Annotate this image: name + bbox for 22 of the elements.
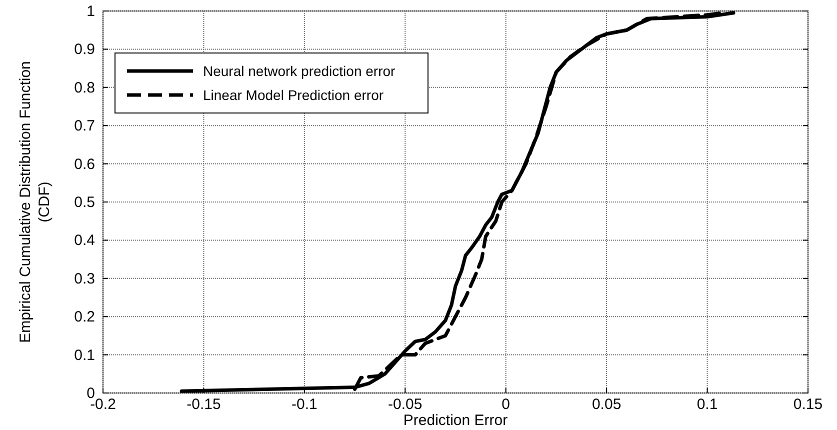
y-tick-label: 0.5 <box>74 194 95 211</box>
x-axis-title: Prediction Error <box>403 412 508 429</box>
y-tick-label: 0.8 <box>74 79 95 96</box>
legend-label: Neural network prediction error <box>203 63 396 79</box>
y-tick-label: 1 <box>86 3 95 20</box>
y-tick-label: 0.9 <box>74 41 95 58</box>
y-axis-title: Empirical Cumulative Distribution Function (CDF) <box>17 61 53 343</box>
x-tick-label: 0 <box>502 396 510 413</box>
x-tick-label: 0.15 <box>793 396 823 413</box>
x-tick-label: 0.1 <box>696 396 718 413</box>
x-tick-label: 0.05 <box>592 396 622 413</box>
y-tick-label: 0.3 <box>74 270 95 288</box>
x-tick-label: -0.05 <box>388 396 422 413</box>
y-tick-label: 0.2 <box>74 308 95 326</box>
x-tick-label: -0.1 <box>292 396 318 413</box>
y-tick-label: 0.1 <box>74 346 95 364</box>
y-tick-label: 0.6 <box>74 156 95 173</box>
y-tick-label: 0.4 <box>74 232 95 250</box>
legend-label: Linear Model Prediction error <box>203 87 384 103</box>
x-tick-label: -0.15 <box>186 396 221 413</box>
y-tick-label: 0.7 <box>74 118 95 135</box>
y-tick-label: 0 <box>86 385 95 402</box>
